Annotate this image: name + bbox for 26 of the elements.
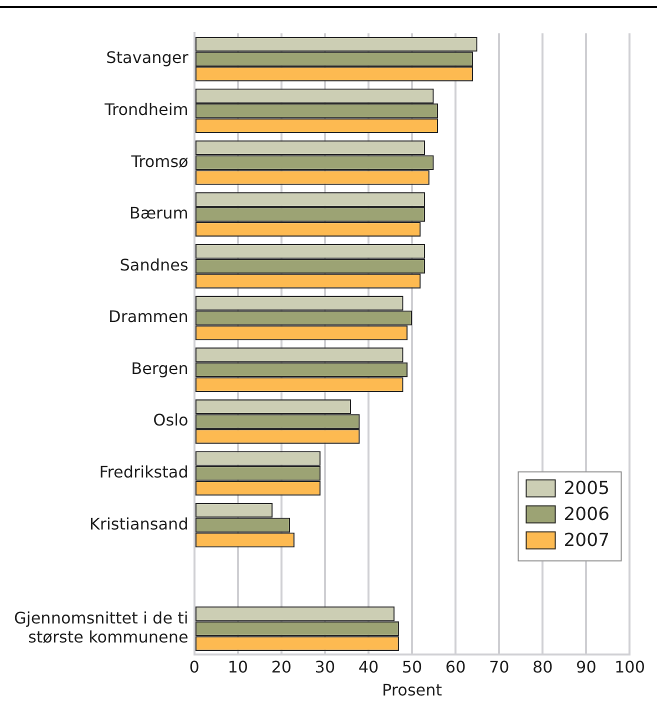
- y-tick-label: Trondheim: [104, 100, 188, 120]
- y-tick-label: Kristiansand: [89, 514, 188, 534]
- legend-label: 2006: [564, 504, 610, 526]
- y-tick-label: Tromsø: [130, 152, 189, 171]
- y-tick-label: Sandnes: [120, 255, 188, 274]
- x-tick-label: 20: [271, 657, 292, 676]
- x-tick-label: 40: [358, 657, 379, 676]
- x-tick-label: 80: [532, 657, 553, 676]
- y-tick-label: Gjennomsnittet i de ti største kommunene: [14, 608, 188, 646]
- x-tick-label: 100: [614, 657, 646, 676]
- y-tick-label: Bergen: [131, 358, 188, 378]
- x-axis-title: Prosent: [382, 680, 442, 700]
- y-tick-label: Drammen: [108, 307, 188, 326]
- x-tick-label: 50: [402, 657, 422, 676]
- x-tick-label: 10: [228, 657, 248, 676]
- y-tick-label: Bærum: [129, 204, 188, 223]
- x-tick-label: 60: [445, 657, 466, 676]
- y-tick-label: Fredrikstad: [99, 462, 188, 482]
- y-tick-label: Stavanger: [106, 48, 189, 68]
- x-tick-label: 0: [189, 657, 200, 676]
- legend-label: 2005: [564, 478, 610, 500]
- x-tick-label: 30: [314, 657, 336, 676]
- x-tick-label: 70: [488, 657, 510, 676]
- legend-label: 2007: [564, 530, 610, 552]
- y-tick-label: Oslo: [153, 410, 188, 430]
- x-tick-label: 90: [576, 657, 596, 676]
